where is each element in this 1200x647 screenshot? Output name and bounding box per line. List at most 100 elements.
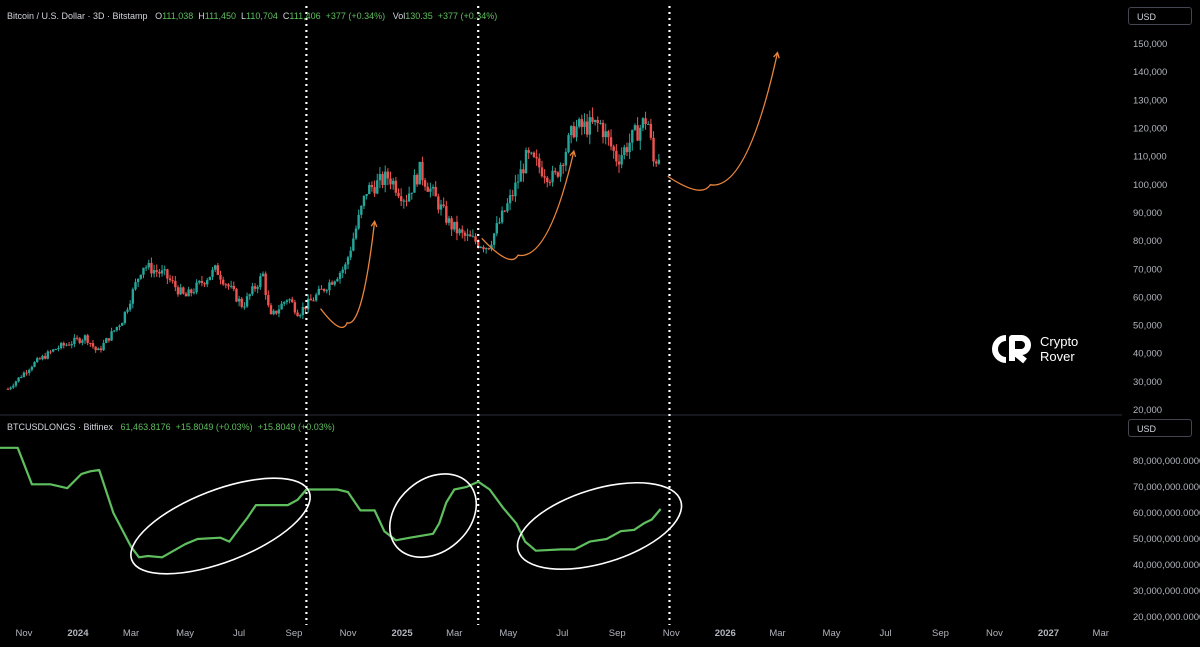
- candle: [575, 119, 578, 142]
- candle: [229, 280, 233, 289]
- candle: [128, 300, 132, 312]
- candle: [62, 341, 65, 349]
- candle: [349, 246, 352, 261]
- candle-body: [532, 152, 536, 158]
- candle-body: [575, 126, 578, 138]
- candle: [413, 169, 416, 193]
- time-tick-label: Sep: [286, 628, 303, 639]
- candle-body: [421, 161, 424, 181]
- candle-body: [591, 117, 594, 122]
- candle: [625, 142, 629, 156]
- candle: [269, 303, 273, 315]
- candle-body: [240, 298, 243, 307]
- candle-body: [394, 180, 398, 193]
- candle-body: [338, 272, 342, 280]
- longs-tick-label: 30,000,000.0000: [1133, 586, 1200, 597]
- candle-body: [498, 222, 501, 224]
- currency-button[interactable]: USD: [1128, 7, 1192, 25]
- candle-body: [631, 129, 634, 143]
- symbol-label: Bitcoin / U.S. Dollar · 3D · Bitstamp: [7, 11, 148, 21]
- time-tick-label: Mar: [1093, 628, 1109, 639]
- candles-layer: [6, 107, 661, 391]
- candle: [81, 338, 84, 346]
- candle: [150, 257, 153, 278]
- candle-body: [200, 280, 204, 284]
- candle-body: [155, 270, 158, 272]
- candle-body: [357, 214, 360, 229]
- candle-body: [62, 343, 65, 346]
- candle-body: [543, 176, 546, 178]
- candle: [365, 194, 368, 200]
- arrow-annotation: [481, 149, 577, 261]
- candle-body: [463, 232, 467, 236]
- candle-body: [442, 204, 445, 207]
- candle: [466, 228, 469, 241]
- candle-body: [206, 280, 209, 285]
- candle-body: [86, 335, 89, 343]
- candle: [182, 286, 185, 295]
- candle: [644, 111, 647, 130]
- candle-body: [360, 205, 363, 215]
- candle: [190, 288, 193, 297]
- candle: [78, 337, 81, 345]
- candle-body: [508, 195, 512, 204]
- candle-body: [604, 131, 607, 138]
- candle: [631, 129, 634, 151]
- candle: [530, 151, 533, 155]
- candle-body: [272, 310, 275, 315]
- candle: [134, 278, 137, 291]
- candle: [41, 354, 44, 361]
- time-tick-label: 2027: [1038, 628, 1059, 639]
- longs-symbol: BTCUSDLONGS · Bitfinex: [7, 422, 114, 432]
- currency-button-lower[interactable]: USD: [1128, 419, 1192, 437]
- candle-body: [317, 288, 321, 295]
- candle-body: [113, 330, 116, 332]
- price-tick-label: 100,000: [1133, 180, 1167, 191]
- candle-body: [256, 287, 259, 289]
- candle-body: [328, 282, 331, 291]
- candle: [421, 156, 424, 186]
- candle-body: [261, 273, 265, 277]
- candle: [657, 153, 661, 165]
- candle-body: [192, 292, 196, 294]
- candle-body: [455, 221, 459, 234]
- candle-body: [67, 344, 71, 346]
- candle: [160, 265, 164, 277]
- arrow-head: [773, 51, 780, 59]
- candle: [330, 280, 334, 286]
- candle-body: [434, 187, 437, 197]
- candle: [500, 206, 504, 225]
- candle: [407, 186, 411, 203]
- candle: [617, 154, 621, 173]
- candle-body: [384, 171, 387, 185]
- time-tick-label: Nov: [15, 628, 32, 639]
- candle: [596, 116, 599, 132]
- candle: [415, 173, 419, 187]
- arrow-curve: [481, 150, 575, 261]
- candle-body: [221, 279, 225, 285]
- candle: [65, 343, 68, 347]
- candle: [389, 171, 392, 190]
- time-tick-label: 2025: [391, 628, 413, 639]
- candle: [86, 333, 89, 346]
- candle-body: [38, 358, 42, 360]
- candle-body: [320, 288, 323, 290]
- candle-body: [22, 372, 26, 378]
- candle-body: [495, 223, 498, 234]
- close-value: 111,406: [289, 11, 321, 21]
- candle-body: [232, 285, 235, 290]
- candle-body: [213, 265, 217, 270]
- candle: [51, 348, 55, 353]
- candle-body: [354, 228, 358, 239]
- candle: [283, 301, 286, 307]
- candle-body: [386, 171, 390, 179]
- candle: [482, 245, 485, 253]
- candle-body: [378, 174, 382, 181]
- candle: [9, 386, 12, 391]
- candle-body: [187, 289, 190, 297]
- candle-body: [556, 172, 560, 177]
- candle: [423, 178, 427, 191]
- candle: [458, 227, 461, 236]
- candle-body: [397, 192, 400, 197]
- longs-tick-label: 40,000,000.0000: [1133, 560, 1200, 571]
